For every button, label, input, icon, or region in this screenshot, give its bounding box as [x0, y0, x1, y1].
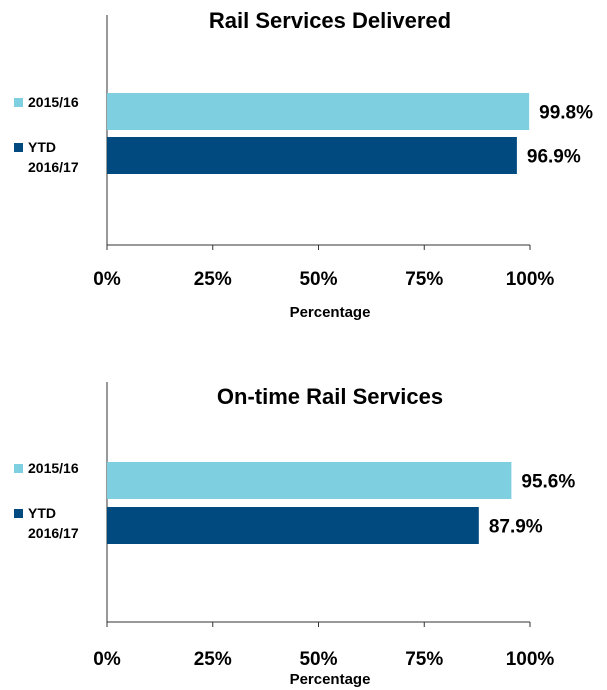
x-axis-label: Percentage [290, 304, 371, 321]
value-label: 99.8% [539, 103, 593, 124]
legend-label: 2015/16 [28, 460, 79, 476]
legend-swatch [14, 509, 23, 518]
x-tick-label: 25% [194, 269, 232, 290]
x-tick-label: 75% [405, 269, 443, 290]
legend-label: 2015/16 [28, 94, 79, 110]
x-tick-label: 50% [299, 649, 337, 670]
x-tick-label: 0% [93, 269, 121, 290]
bar [107, 462, 512, 499]
x-tick-label: 50% [299, 269, 337, 290]
x-tick-label: 0% [93, 649, 121, 670]
value-label: 87.9% [489, 517, 543, 538]
x-tick-label: 75% [405, 649, 443, 670]
legend-swatch [14, 464, 23, 473]
legend-label: YTD 2016/17 [28, 139, 79, 175]
bar [107, 93, 530, 130]
chart-title: Rail Services Delivered [209, 8, 451, 33]
bar [107, 507, 479, 544]
x-tick-label: 100% [506, 269, 555, 290]
legend-swatch [14, 143, 23, 152]
x-tick-label: 100% [506, 649, 555, 670]
legend-label: YTD 2016/17 [28, 505, 79, 541]
value-label: 96.9% [527, 147, 581, 168]
x-axis-label: Percentage [290, 671, 371, 688]
legend-swatch [14, 98, 23, 107]
x-tick-label: 25% [194, 649, 232, 670]
value-label: 95.6% [521, 472, 575, 493]
bar [107, 137, 517, 174]
chart-title: On-time Rail Services [217, 384, 443, 409]
